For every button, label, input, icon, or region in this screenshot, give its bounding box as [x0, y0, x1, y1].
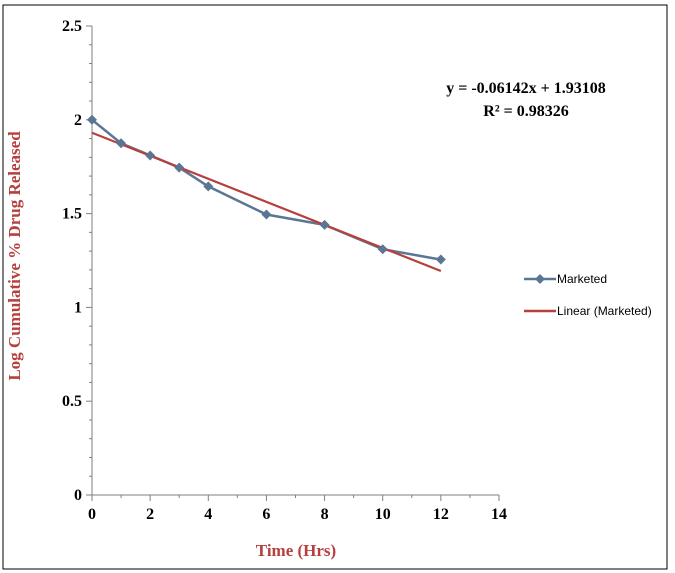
y-axis-label: Log Cumulative % Drug Released: [5, 131, 24, 381]
y-tick-label: 2: [74, 112, 82, 129]
legend: Marketed Linear (Marketed): [524, 272, 652, 318]
legend-label-linear: Linear (Marketed): [557, 304, 652, 318]
data-point-marketed: [261, 209, 272, 220]
r-squared-text: R² = 0.98326: [483, 103, 568, 120]
data-point-marketed: [174, 162, 185, 173]
trendline-equation: y = -0.06142x + 1.93108 R² = 0.98326: [446, 80, 606, 120]
x-tick-label: 4: [204, 506, 212, 523]
x-tick-label: 10: [375, 506, 391, 523]
y-tick-label: 0: [74, 487, 82, 504]
legend-item-marketed: Marketed: [524, 272, 607, 286]
data-point-marketed: [203, 181, 214, 192]
chart-border: [2, 4, 668, 570]
data-point-marketed: [319, 219, 330, 230]
x-tick-label: 6: [262, 506, 270, 523]
data-point-marketed: [87, 114, 97, 125]
equation-text: y = -0.06142x + 1.93108: [446, 80, 606, 97]
data-point-marketed: [116, 138, 127, 149]
data-point-marketed: [145, 150, 156, 161]
x-axis-label: Time (Hrs): [256, 541, 336, 560]
data-point-marketed: [435, 254, 446, 265]
y-tick-label: 1: [74, 299, 82, 316]
y-tick-label: 2.5: [62, 18, 82, 35]
tick-labels: 0 0.5 1 1.5 2 2.5 0 2 4 6 8 10 12 14: [62, 18, 507, 523]
plot-area: [87, 114, 446, 273]
legend-marker-marketed: [535, 274, 545, 284]
x-tick-label: 8: [321, 506, 329, 523]
x-tick-label: 12: [433, 506, 449, 523]
y-tick-label: 0.5: [62, 393, 82, 410]
legend-item-linear: Linear (Marketed): [524, 304, 652, 318]
trendline-linear-marketed: [91, 131, 442, 273]
legend-label-marketed: Marketed: [557, 272, 607, 286]
series-line-marketed: [91, 118, 442, 261]
x-tick-label: 0: [88, 506, 96, 523]
axis-labels: Time (Hrs) Log Cumulative % Drug Release…: [5, 131, 336, 560]
axes: [86, 25, 500, 501]
x-tick-label: 2: [146, 506, 154, 523]
data-point-marketed: [377, 244, 388, 255]
y-tick-label: 1.5: [62, 206, 82, 223]
x-tick-label: 14: [491, 506, 507, 523]
